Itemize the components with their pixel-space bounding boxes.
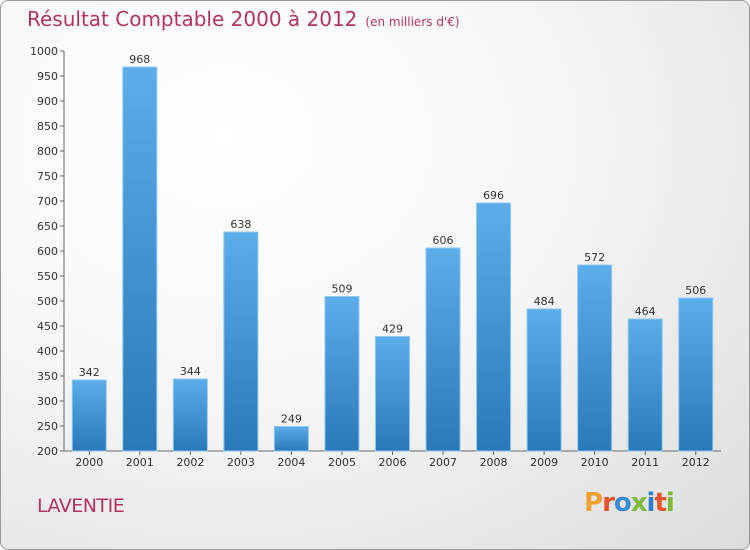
bar-2010 [577, 264, 613, 452]
y-tick-label: 450 [37, 320, 58, 333]
y-tick-label: 1000 [30, 45, 58, 58]
chart-title: Résultat Comptable 2000 à 2012 (en millie… [27, 7, 460, 31]
bar-2008 [476, 202, 512, 452]
x-tick-label-2007: 2007 [429, 456, 457, 469]
bar-2003 [223, 231, 259, 452]
value-label-2005: 509 [331, 283, 352, 296]
x-tick-label-2008: 2008 [480, 456, 508, 469]
value-label-2012: 506 [685, 284, 706, 297]
title-unit: (en milliers d'€) [365, 15, 460, 29]
bar-2011 [627, 318, 663, 452]
y-tick-label: 250 [37, 420, 58, 433]
x-tick-label-2002: 2002 [176, 456, 204, 469]
bar-2006 [375, 336, 410, 452]
x-tick-label-2006: 2006 [379, 456, 407, 469]
bar-2012 [678, 297, 714, 452]
value-label-2001: 968 [129, 53, 150, 66]
y-tick-label: 300 [37, 395, 58, 408]
x-tick-label-2001: 2001 [126, 456, 154, 469]
title-main: Résultat Comptable 2000 à 2012 [27, 7, 358, 31]
x-axis: 2000 2001 2002 2003 2004 2005 2006 2007 2008 2009… [64, 450, 721, 469]
y-tick-label: 400 [37, 345, 58, 358]
value-label-2008: 696 [483, 189, 504, 202]
bar-2004 [273, 426, 309, 452]
x-tick-label-2012: 2012 [682, 456, 710, 469]
y-tick-label: 900 [37, 95, 58, 108]
bar-series: 342 968 344 638 249 509 429 606 696 484 572 464 506 [71, 53, 714, 452]
value-label-2002: 344 [180, 365, 201, 378]
x-tick-label-2009: 2009 [530, 456, 558, 469]
bar-2009 [526, 308, 562, 452]
y-tick-label: 350 [37, 370, 58, 383]
value-label-2000: 342 [79, 366, 100, 379]
bar-2005 [324, 296, 360, 452]
y-tick-label: 200 [37, 445, 58, 458]
y-tick-label: 550 [37, 270, 58, 283]
y-tick-label: 850 [37, 120, 58, 133]
y-tick-label: 950 [37, 70, 58, 83]
x-tick-label-2004: 2004 [277, 456, 305, 469]
x-tick-label-2010: 2010 [581, 456, 609, 469]
bar-2007 [425, 247, 461, 452]
value-label-2007: 606 [433, 234, 454, 247]
value-label-2003: 638 [230, 218, 251, 231]
x-tick-label-2011: 2011 [631, 456, 659, 469]
value-label-2009: 484 [534, 295, 555, 308]
x-tick-label-2000: 2000 [75, 456, 103, 469]
bar-2001 [122, 66, 158, 452]
x-tick-label-2003: 2003 [227, 456, 255, 469]
proxiti-logo: Proxiti [584, 488, 675, 518]
bar-2002 [172, 378, 208, 452]
y-tick-label: 650 [37, 220, 58, 233]
value-label-2010: 572 [584, 251, 605, 264]
y-axis: 200 250 300 350 400 450 500 550 600 650 700 750 800 8… [30, 45, 65, 458]
value-label-2004: 249 [281, 413, 302, 426]
y-tick-label: 800 [37, 145, 58, 158]
y-tick-label: 700 [37, 195, 58, 208]
y-tick-label: 500 [37, 295, 58, 308]
x-tick-label-2005: 2005 [328, 456, 356, 469]
y-tick-label: 750 [37, 170, 58, 183]
value-label-2006: 429 [382, 323, 403, 336]
bar-2000 [71, 379, 107, 452]
commune-name: LAVENTIE [37, 495, 125, 517]
y-tick-label: 600 [37, 245, 58, 258]
value-label-2011: 464 [635, 305, 656, 318]
